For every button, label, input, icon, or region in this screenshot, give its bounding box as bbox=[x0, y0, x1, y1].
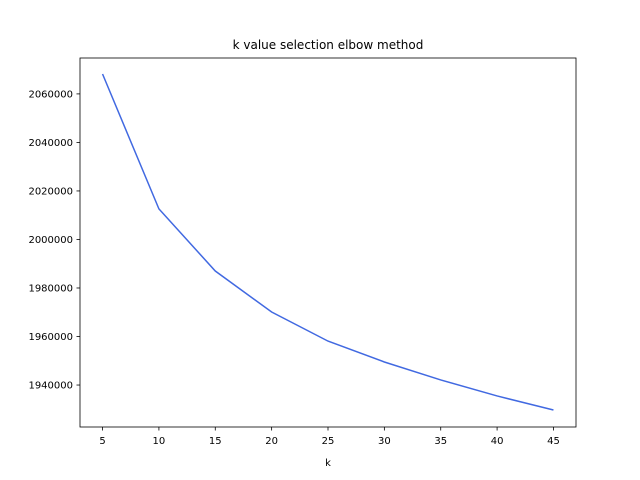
y-tick-label: 1960000 bbox=[28, 332, 73, 343]
y-tick-label: 2000000 bbox=[28, 235, 73, 246]
y-tick-label: 2020000 bbox=[28, 186, 73, 197]
x-tick-label: 5 bbox=[99, 436, 105, 447]
y-tick-label: 1940000 bbox=[28, 381, 73, 392]
x-tick-label: 35 bbox=[434, 436, 447, 447]
line bbox=[101, 73, 554, 411]
x-tick-label: 30 bbox=[378, 436, 391, 447]
x-tick-label: 15 bbox=[209, 436, 222, 447]
x-axis-label: k bbox=[325, 458, 331, 469]
plot-frame bbox=[79, 57, 577, 428]
y-tick-label: 2040000 bbox=[28, 138, 73, 149]
x-tick-label: 45 bbox=[547, 436, 560, 447]
x-tick-label: 25 bbox=[322, 436, 335, 447]
y-tick-label: 2060000 bbox=[28, 89, 73, 100]
y-tick-label: 1980000 bbox=[28, 283, 73, 294]
x-tick-label: 40 bbox=[491, 436, 504, 447]
x-tick-label: 20 bbox=[265, 436, 278, 447]
x-tick-label: 10 bbox=[153, 436, 166, 447]
chart-title: k value selection elbow method bbox=[233, 38, 424, 52]
